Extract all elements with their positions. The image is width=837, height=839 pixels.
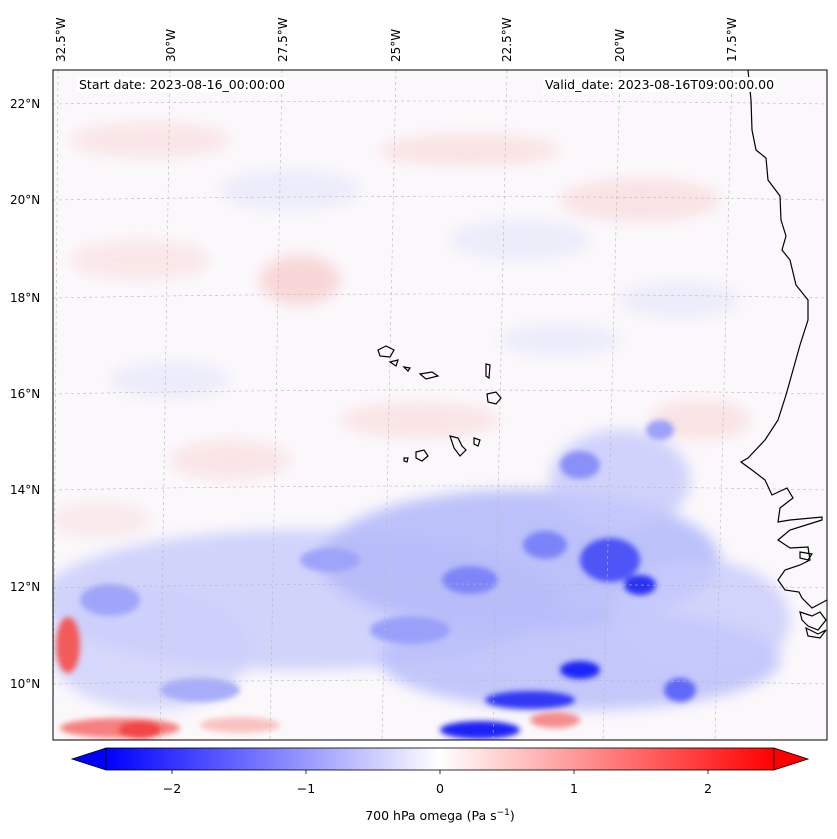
map-frame: [52, 69, 828, 741]
lat-label-18n: 18°N: [10, 291, 41, 305]
start-date-label: Start date: 2023-08-16_00:00:00: [77, 77, 287, 92]
colorbar-tick-1: 1: [570, 781, 578, 796]
colorbar-title-suffix: ): [509, 808, 515, 824]
omega-field: [53, 70, 827, 740]
colorbar-title-text: 700 hPa omega (Pa s: [365, 808, 497, 824]
lat-label-20n: 20°N: [10, 193, 41, 207]
lat-label-10n: 10°N: [10, 677, 41, 691]
cape-verde-islands: [377, 345, 502, 463]
coastline: [739, 70, 827, 639]
lat-label-22n: 22°N: [10, 97, 41, 111]
graticule: [53, 70, 827, 740]
colorbar-title-exponent: −1: [496, 808, 510, 818]
colorbar-tick-2: 2: [704, 781, 712, 796]
colorbar-tick-0: 0: [436, 781, 444, 796]
lat-label-14n: 14°N: [10, 483, 41, 497]
colorbar-max-extend: [773, 747, 810, 771]
lat-label-12n: 12°N: [10, 580, 41, 594]
colorbar-tick-neg1: −1: [296, 781, 316, 796]
colorbar-min-extend: [70, 747, 107, 771]
colorbar-gradient: [105, 747, 775, 771]
colorbar-title: 700 hPa omega (Pa s−1): [365, 808, 515, 823]
valid-date-label: Valid_date: 2023-08-16T09:00:00.00: [543, 77, 777, 92]
lat-label-16n: 16°N: [10, 387, 41, 401]
colorbar-tick-neg2: −2: [162, 781, 182, 796]
